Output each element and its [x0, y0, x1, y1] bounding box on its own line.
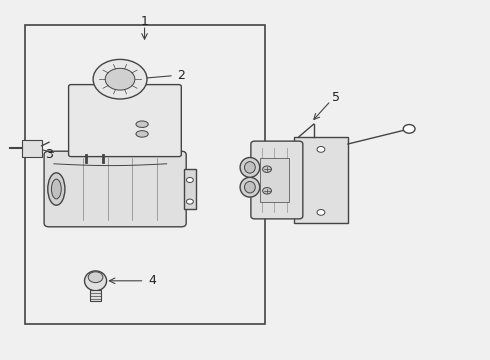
- Bar: [294, 137, 348, 223]
- Bar: [184, 169, 196, 209]
- Ellipse shape: [240, 158, 260, 177]
- Circle shape: [263, 166, 271, 172]
- Bar: [24, 25, 265, 324]
- Ellipse shape: [84, 271, 107, 291]
- Ellipse shape: [51, 179, 61, 199]
- Circle shape: [317, 210, 325, 215]
- Circle shape: [88, 272, 103, 283]
- FancyBboxPatch shape: [251, 141, 303, 219]
- Circle shape: [403, 125, 415, 133]
- Text: 1: 1: [141, 15, 148, 28]
- Circle shape: [317, 147, 325, 152]
- Circle shape: [186, 199, 193, 204]
- Text: 3: 3: [45, 148, 53, 161]
- Ellipse shape: [245, 162, 255, 173]
- FancyBboxPatch shape: [44, 151, 186, 227]
- Circle shape: [186, 177, 193, 183]
- Ellipse shape: [48, 173, 65, 205]
- Bar: [260, 158, 289, 202]
- Ellipse shape: [240, 177, 260, 197]
- Text: 4: 4: [148, 274, 156, 287]
- Circle shape: [93, 59, 147, 99]
- Ellipse shape: [136, 131, 148, 137]
- Circle shape: [105, 68, 135, 90]
- Ellipse shape: [245, 181, 255, 193]
- Circle shape: [263, 188, 271, 194]
- Text: 5: 5: [332, 91, 340, 104]
- Text: 2: 2: [177, 69, 185, 82]
- Bar: [90, 290, 101, 301]
- Ellipse shape: [136, 121, 148, 127]
- Bar: [22, 140, 42, 157]
- FancyBboxPatch shape: [69, 85, 181, 157]
